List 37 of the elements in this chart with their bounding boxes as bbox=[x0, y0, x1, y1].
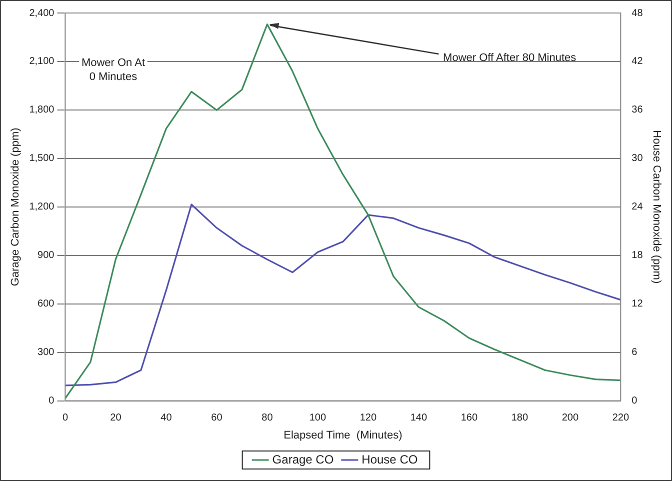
y2-tick-label: 48 bbox=[632, 8, 644, 19]
x-tick-label: 220 bbox=[612, 412, 630, 424]
annotation: Mower Off After 80 Minutes bbox=[443, 52, 577, 64]
legend-label: Garage CO bbox=[272, 452, 334, 466]
y2-tick-label: 24 bbox=[632, 202, 644, 213]
y-tick-label: 0 bbox=[48, 396, 55, 407]
x-tick-label: 40 bbox=[160, 412, 172, 424]
x-tick-label: 0 bbox=[62, 412, 68, 424]
y-tick-label: 1,500 bbox=[29, 153, 55, 164]
x-tick-label: 20 bbox=[110, 412, 122, 424]
x-tick-label: 80 bbox=[262, 412, 274, 424]
y-tick-label: 300 bbox=[38, 347, 55, 358]
y2-tick-label: 6 bbox=[632, 347, 638, 358]
y-tick-label: 1,200 bbox=[29, 202, 55, 213]
y2-tick-label: 18 bbox=[632, 250, 644, 262]
y2-tick-label: 30 bbox=[632, 153, 644, 164]
y-tick-label: 900 bbox=[38, 250, 55, 262]
y-axis-title: Garage Carbon Monoxide (ppm) bbox=[10, 128, 22, 286]
y2-axis-title: House Carbon Monoxide (ppm) bbox=[650, 130, 662, 284]
y-tick-label: 2,100 bbox=[29, 56, 55, 68]
x-axis-title: Elapsed Time (Minutes) bbox=[284, 429, 402, 442]
x-tick-label: 100 bbox=[309, 412, 326, 424]
legend-label: House CO bbox=[362, 452, 418, 466]
x-tick-label: 60 bbox=[211, 412, 223, 424]
x-tick-label: 180 bbox=[511, 412, 528, 424]
y2-tick-label: 42 bbox=[632, 56, 644, 68]
y2-tick-label: 12 bbox=[632, 298, 644, 310]
y-tick-label: 600 bbox=[38, 298, 55, 310]
y2-tick-label: 36 bbox=[632, 104, 644, 116]
x-tick-label: 140 bbox=[410, 412, 428, 424]
x-tick-label: 160 bbox=[460, 412, 478, 424]
y-tick-label: 2,400 bbox=[29, 8, 55, 19]
x-tick-label: 200 bbox=[562, 412, 579, 424]
y2-tick-label: 0 bbox=[632, 396, 638, 407]
x-tick-label: 120 bbox=[360, 412, 377, 424]
annotation: Mower On At 0 Minutes bbox=[81, 57, 146, 84]
y-tick-label: 1,800 bbox=[29, 104, 55, 116]
